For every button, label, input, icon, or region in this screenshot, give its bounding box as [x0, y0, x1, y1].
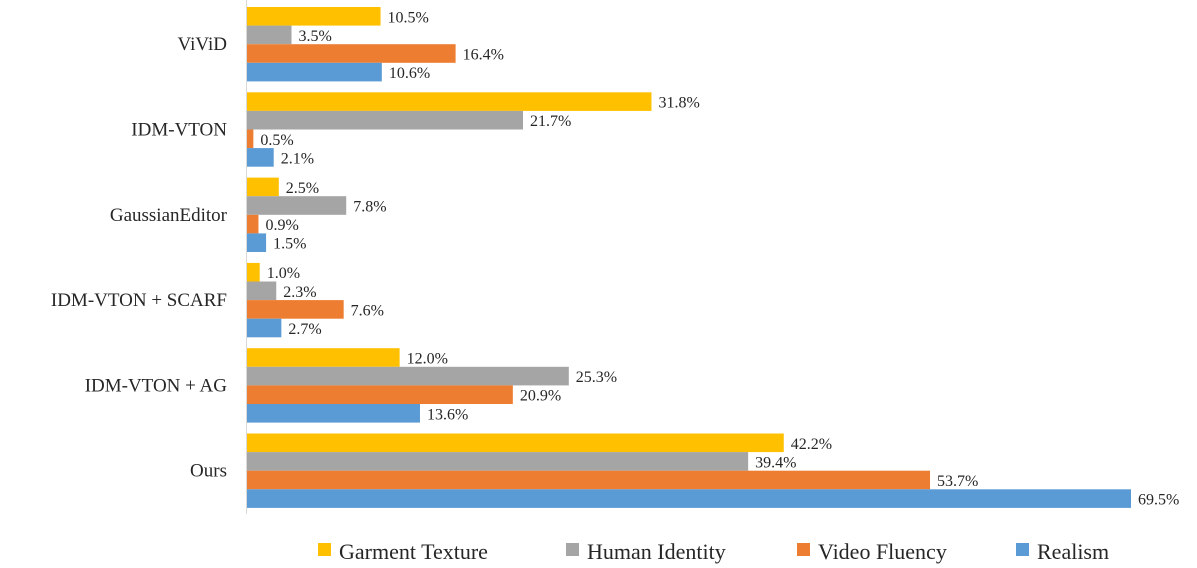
bar-gaussianeditor-realism — [247, 233, 267, 252]
bar-ours-realism — [247, 489, 1131, 508]
legend-swatch-realism — [1016, 543, 1029, 556]
bar-vivid-realism — [247, 62, 382, 82]
data-label-gaussianeditor-garment-texture: 2.5% — [286, 180, 319, 197]
data-label-idm-vton-scarf-realism: 2.7% — [288, 321, 321, 338]
data-label-idm-vton-ag-human-identity: 25.3% — [576, 369, 617, 386]
data-label-gaussianeditor-human-identity: 7.8% — [353, 199, 386, 216]
category-label-ours: Ours — [190, 461, 227, 482]
data-label-idm-vton-garment-texture: 31.8% — [658, 95, 699, 112]
data-label-idm-vton-scarf-human-identity: 2.3% — [283, 284, 316, 301]
bar-vivid-video-fluency — [247, 44, 456, 63]
legend-label-human-identity: Human Identity — [587, 539, 726, 564]
bar-gaussianeditor-human-identity — [247, 196, 347, 215]
legend-swatch-video-fluency — [797, 543, 810, 556]
legend-label-video-fluency: Video Fluency — [818, 539, 947, 564]
data-label-idm-vton-human-identity: 21.7% — [530, 113, 571, 130]
legend: Garment Texture Human Identity Video Fluen… — [318, 539, 1109, 564]
data-label-idm-vton-ag-garment-texture: 12.0% — [407, 351, 448, 368]
bar-idm-vton-scarf-realism — [247, 318, 282, 338]
bar-idm-vton-video-fluency — [247, 129, 254, 149]
data-label-vivid-garment-texture: 10.5% — [388, 9, 429, 26]
legend-label-realism: Realism — [1037, 539, 1109, 564]
data-label-vivid-video-fluency: 16.4% — [463, 47, 504, 64]
legend-swatch-garment-texture — [318, 543, 331, 556]
data-label-ours-human-identity: 39.4% — [755, 454, 796, 471]
data-label-gaussianeditor-realism: 1.5% — [273, 236, 306, 253]
legend-label-garment-texture: Garment Texture — [339, 539, 488, 564]
category-label-idm-vton: IDM-VTON — [131, 120, 227, 141]
bar-idm-vton-ag-realism — [247, 404, 420, 423]
category-label-idm-vton-scarf: IDM-VTON + SCARF — [51, 290, 227, 311]
data-label-ours-realism: 69.5% — [1138, 492, 1179, 509]
bar-idm-vton-ag-video-fluency — [247, 385, 513, 404]
data-label-ours-video-fluency: 53.7% — [937, 473, 978, 490]
data-label-idm-vton-realism: 2.1% — [281, 150, 314, 167]
data-label-ours-garment-texture: 42.2% — [791, 436, 832, 453]
bar-idm-vton-ag-human-identity — [247, 366, 569, 386]
data-label-vivid-human-identity: 3.5% — [299, 28, 332, 45]
data-label-vivid-realism: 10.6% — [389, 65, 430, 82]
bar-idm-vton-scarf-garment-texture — [247, 262, 260, 282]
category-label-gaussianeditor: GaussianEditor — [110, 205, 228, 226]
bar-idm-vton-realism — [247, 148, 274, 167]
bars-layer — [247, 7, 1131, 508]
bar-vivid-human-identity — [247, 25, 292, 45]
data-label-idm-vton-ag-realism: 13.6% — [427, 406, 468, 423]
bar-gaussianeditor-video-fluency — [247, 214, 259, 234]
data-labels-layer: 10.5% 3.5% 16.4% 10.6% 31.8% 21.7% 0.5%2.1% 2.5… — [260, 9, 1179, 508]
data-label-idm-vton-scarf-video-fluency: 7.6% — [351, 302, 384, 319]
bar-idm-vton-garment-texture — [247, 92, 652, 111]
bar-ours-video-fluency — [247, 470, 931, 490]
bar-idm-vton-scarf-video-fluency — [247, 300, 344, 319]
bar-idm-vton-human-identity — [247, 110, 524, 130]
data-label-idm-vton-video-fluency: 0.5% — [260, 132, 293, 149]
data-label-idm-vton-ag-video-fluency: 20.9% — [520, 388, 561, 405]
bar-vivid-garment-texture — [247, 7, 381, 26]
bar-gaussianeditor-garment-texture — [247, 177, 279, 197]
data-label-idm-vton-scarf-garment-texture: 1.0% — [267, 265, 300, 282]
legend-swatch-human-identity — [566, 543, 579, 556]
category-labels: ViViD IDM-VTON GaussianEditor IDM-VTON + SC… — [51, 34, 228, 482]
data-label-gaussianeditor-video-fluency: 0.9% — [265, 217, 298, 234]
bar-idm-vton-scarf-human-identity — [247, 281, 277, 301]
category-label-vivid: ViViD — [178, 34, 227, 55]
bar-idm-vton-ag-garment-texture — [247, 348, 400, 367]
bar-ours-garment-texture — [247, 433, 784, 453]
category-label-idm-vton-ag: IDM-VTON + AG — [85, 375, 228, 396]
bar-ours-human-identity — [247, 452, 749, 471]
